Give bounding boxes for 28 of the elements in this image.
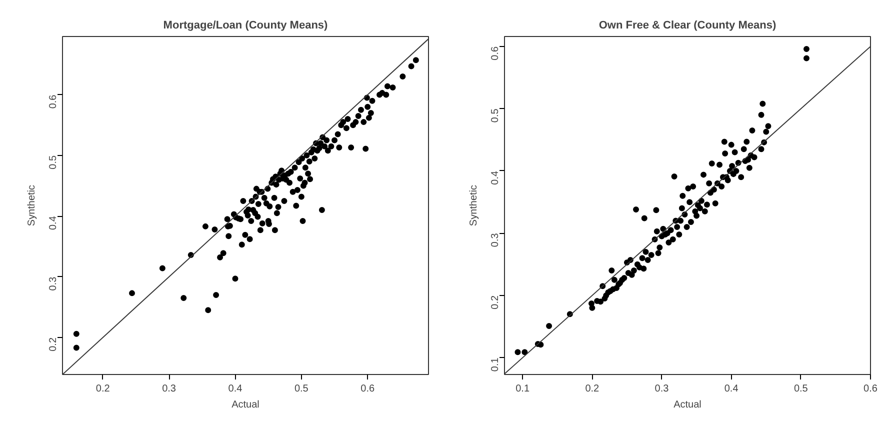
chart-title: Mortgage/Loan (County Means): [163, 20, 328, 32]
y-tick-label: 0.6: [48, 94, 59, 109]
x-axis-title: Actual: [674, 400, 702, 410]
y-tick-label: 0.3: [48, 276, 59, 291]
y-tick-label: 0.4: [48, 216, 59, 230]
y-tick-label: 0.2: [48, 337, 59, 352]
x-axis-title: Actual: [232, 400, 260, 410]
y-tick-label: 0.6: [490, 46, 501, 60]
x-tick-label: 0.6: [360, 384, 375, 394]
x-tick-label: 0.6: [864, 384, 878, 394]
x-tick-label: 0.5: [294, 384, 309, 394]
x-tick-label: 0.1: [516, 384, 530, 394]
chart-title: Own Free & Clear (County Means): [598, 20, 776, 32]
y-tick-label: 0.5: [48, 155, 59, 170]
x-tick-label: 0.3: [654, 384, 670, 394]
y-axis-title: Synthetic: [468, 184, 480, 226]
y-tick-label: 0.4: [490, 170, 501, 185]
y-tick-label: 0.5: [490, 108, 501, 123]
y-tick-label: 0.1: [490, 357, 501, 372]
x-tick-label: 0.5: [794, 384, 808, 394]
x-tick-label: 0.2: [585, 384, 600, 394]
x-tick-label: 0.2: [96, 384, 110, 394]
y-tick-label: 0.2: [490, 295, 501, 310]
x-tick-label: 0.4: [724, 384, 739, 394]
y-axis-title: Synthetic: [26, 184, 38, 226]
x-tick-label: 0.3: [162, 384, 176, 394]
x-tick-label: 0.4: [228, 384, 243, 394]
y-tick-label: 0.3: [490, 232, 501, 248]
